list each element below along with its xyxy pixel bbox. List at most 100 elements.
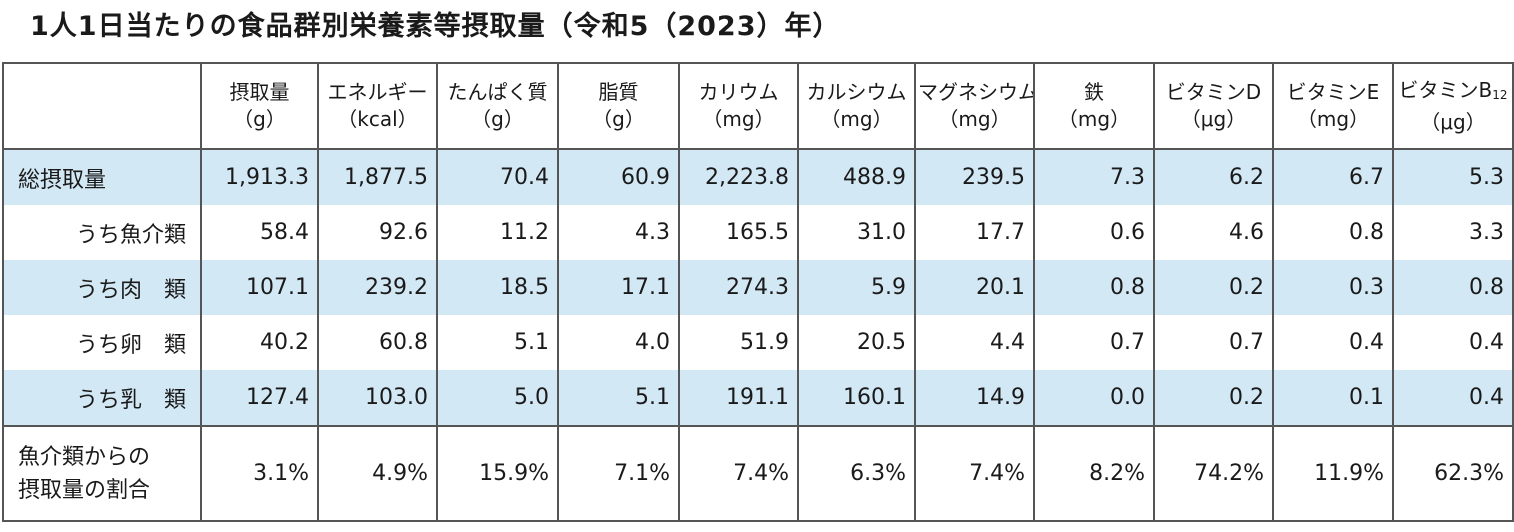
column-unit: （mg） xyxy=(702,107,775,131)
column-name: 脂質 xyxy=(561,79,676,106)
column-name: ビタミンB12 xyxy=(1396,77,1510,109)
table-cell: 60.9 xyxy=(557,149,680,205)
table-cell: 0.8 xyxy=(1392,260,1514,315)
table-cell: 4.4 xyxy=(914,315,1035,370)
table-cell: 5.1 xyxy=(436,315,559,370)
ratio-cell: 7.1% xyxy=(557,425,680,522)
table-cell: 3.3 xyxy=(1392,205,1514,260)
table-cell: 239.5 xyxy=(914,149,1035,205)
ratio-label-line: 摂取量の割合 xyxy=(18,477,151,503)
table-cell: 31.0 xyxy=(797,205,916,260)
column-header: カルシウム （mg） xyxy=(797,62,916,150)
ratio-cell: 11.9% xyxy=(1272,425,1394,522)
table-cell: 1,913.3 xyxy=(200,149,319,205)
table-cell: 0.3 xyxy=(1272,260,1394,315)
row-label: うち卵 類 xyxy=(2,315,202,370)
table-cell: 0.4 xyxy=(1392,370,1514,426)
ratio-cell: 7.4% xyxy=(678,425,799,522)
table-cell: 103.0 xyxy=(317,370,438,426)
table-cell: 0.0 xyxy=(1033,370,1155,426)
column-name-text: ビタミンB xyxy=(1398,77,1493,102)
column-unit: （μg） xyxy=(1180,107,1247,131)
row-label: うち乳 類 xyxy=(2,370,202,426)
table-cell: 0.2 xyxy=(1153,260,1274,315)
column-name-text: 脂質 xyxy=(598,80,639,104)
table-cell: 0.7 xyxy=(1033,315,1155,370)
table-cell: 4.6 xyxy=(1153,205,1274,260)
column-header: 脂質 （g） xyxy=(557,62,680,150)
corner-cell xyxy=(2,62,202,150)
table-cell: 0.2 xyxy=(1153,370,1274,426)
column-name-text: マグネシウム xyxy=(918,80,1034,104)
ratio-row: 魚介類からの 摂取量の割合 3.1% 4.9% 15.9% 7.1% 7.4% 6.3% 7.4… xyxy=(2,425,1514,522)
column-unit: （mg） xyxy=(1296,107,1370,131)
table-cell: 20.1 xyxy=(914,260,1035,315)
table-cell: 40.2 xyxy=(200,315,319,370)
table-cell: 5.3 xyxy=(1392,149,1514,205)
table-cell: 6.2 xyxy=(1153,149,1274,205)
column-name-text: 摂取量 xyxy=(229,80,290,104)
table-cell: 2,223.8 xyxy=(678,149,799,205)
row-label: うち肉 類 xyxy=(2,260,202,315)
column-name: たんぱく質 xyxy=(440,79,555,106)
ratio-label-line: 魚介類からの xyxy=(18,444,151,470)
column-unit: （kcal） xyxy=(337,107,418,131)
ratio-cell: 15.9% xyxy=(436,425,559,522)
subscript: 12 xyxy=(1492,87,1508,102)
table-row: うち卵 類 40.2 60.8 5.1 4.0 51.9 20.5 4.4 0.7 0.7 0.4 0… xyxy=(2,315,1514,370)
column-header: ビタミンB12 （μg） xyxy=(1392,62,1514,150)
column-header: マグネシウム （mg） xyxy=(914,62,1035,150)
column-name: ビタミンD xyxy=(1157,79,1270,106)
column-name: 摂取量 xyxy=(204,79,315,106)
column-name-text: ビタミンE xyxy=(1286,80,1380,104)
column-unit: （g） xyxy=(233,107,286,131)
column-unit: （μg） xyxy=(1420,109,1486,134)
table-cell: 0.7 xyxy=(1153,315,1274,370)
table-cell: 165.5 xyxy=(678,205,799,260)
table-cell: 4.3 xyxy=(557,205,680,260)
table-cell: 107.1 xyxy=(200,260,319,315)
table-cell: 6.7 xyxy=(1272,149,1394,205)
column-header: 鉄 （mg） xyxy=(1033,62,1155,150)
table-cell: 0.8 xyxy=(1272,205,1394,260)
column-name: マグネシウム xyxy=(918,79,1034,106)
column-name-text: カルシウム xyxy=(806,80,907,104)
table-cell: 127.4 xyxy=(200,370,319,426)
column-name-text: 鉄 xyxy=(1084,80,1104,104)
table-cell: 14.9 xyxy=(914,370,1035,426)
table-row: 総摂取量 1,913.3 1,877.5 70.4 60.9 2,223.8 488.9 23… xyxy=(2,149,1514,205)
column-unit: （g） xyxy=(471,107,524,131)
table-cell: 17.7 xyxy=(914,205,1035,260)
ratio-cell: 6.3% xyxy=(797,425,916,522)
table-cell: 191.1 xyxy=(678,370,799,426)
nutrient-table: 摂取量 （g） エネルギー （kcal） たんぱく質 （g） 脂質 （g） カリウム （mg） カル… xyxy=(2,62,1514,522)
table-cell: 92.6 xyxy=(317,205,438,260)
table-cell: 11.2 xyxy=(436,205,559,260)
page-title: 1人1日当たりの食品群別栄養素等摂取量（令和5（2023）年） xyxy=(30,11,841,42)
row-label: 総摂取量 xyxy=(2,149,202,205)
column-name: エネルギー xyxy=(321,79,434,106)
table-cell: 60.8 xyxy=(317,315,438,370)
ratio-cell: 4.9% xyxy=(317,425,438,522)
ratio-row-label: 魚介類からの 摂取量の割合 xyxy=(2,425,202,522)
column-name-text: ビタミンD xyxy=(1165,80,1262,104)
table-cell: 488.9 xyxy=(797,149,916,205)
table-cell: 7.3 xyxy=(1033,149,1155,205)
column-name-text: カリウム xyxy=(698,80,779,104)
table-row: うち乳 類 127.4 103.0 5.0 5.1 191.1 160.1 14.9 0.0 0.… xyxy=(2,370,1514,426)
column-name: カリウム xyxy=(682,79,795,106)
table-cell: 0.6 xyxy=(1033,205,1155,260)
column-unit: （mg） xyxy=(938,107,1011,131)
table-cell: 5.1 xyxy=(557,370,680,426)
table-cell: 274.3 xyxy=(678,260,799,315)
column-header: 摂取量 （g） xyxy=(200,62,319,150)
table-cell: 1,877.5 xyxy=(317,149,438,205)
table-cell: 0.1 xyxy=(1272,370,1394,426)
table-cell: 51.9 xyxy=(678,315,799,370)
table-cell: 4.0 xyxy=(557,315,680,370)
column-name: カルシウム xyxy=(801,79,912,106)
table-cell: 70.4 xyxy=(436,149,559,205)
table-row: うち魚介類 58.4 92.6 11.2 4.3 165.5 31.0 17.7 0.6 4.6 0… xyxy=(2,205,1514,260)
ratio-cell: 62.3% xyxy=(1392,425,1514,522)
row-label: うち魚介類 xyxy=(2,205,202,260)
